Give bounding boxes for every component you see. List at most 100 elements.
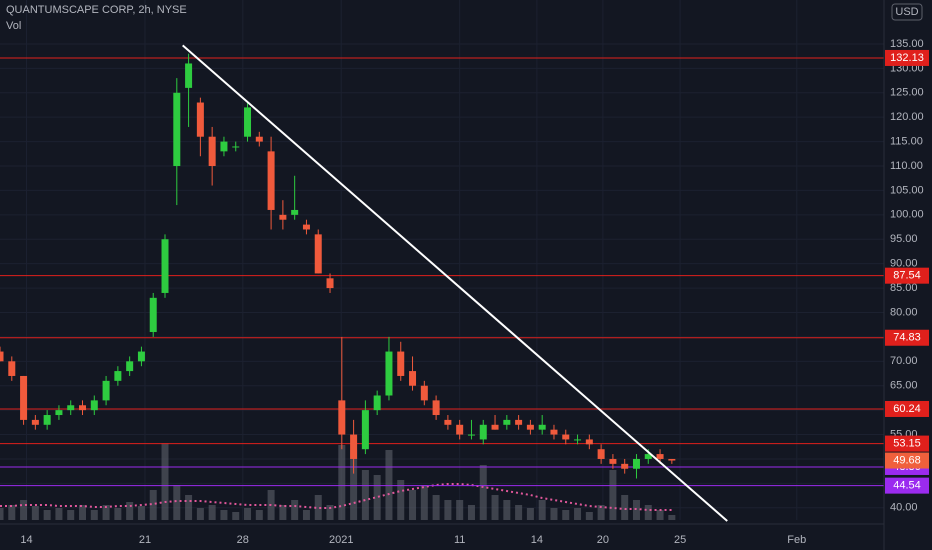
candle-body (538, 424, 546, 430)
candle-body (302, 224, 310, 230)
y-tick-label: 120.00 (890, 111, 924, 123)
currency[interactable]: USD (895, 6, 918, 18)
candle-body (467, 434, 475, 436)
volume-bar (432, 495, 440, 520)
candle-body (244, 107, 252, 137)
candle-body (361, 410, 369, 450)
volume-bar (526, 508, 534, 520)
volume-bar (102, 505, 110, 520)
y-tick-label: 105.00 (890, 184, 924, 196)
volume-bar (196, 508, 204, 520)
candle-body (668, 458, 676, 461)
y-tick-label: 40.00 (890, 502, 918, 514)
candle-body (574, 439, 582, 441)
x-tick-label: 25 (674, 534, 686, 546)
volume-bar (444, 500, 452, 520)
candle-body (102, 380, 110, 401)
volume-bar (55, 508, 63, 520)
candle-body (597, 449, 605, 459)
candle-body (338, 400, 346, 435)
volume-bar (173, 485, 181, 520)
overlay-layer (182, 44, 728, 522)
candle-body (632, 458, 640, 469)
candle-body (279, 214, 287, 220)
y-tick-label: 95.00 (890, 233, 918, 245)
volume-bar (302, 510, 310, 520)
x-tick-label: 28 (237, 534, 249, 546)
level-label-bg (885, 400, 929, 417)
candle-body (373, 395, 381, 411)
candle-body (515, 419, 523, 425)
volume-bar (597, 505, 605, 520)
candle-body (55, 410, 63, 416)
volume-bar (0, 508, 4, 520)
candle-body (79, 405, 87, 411)
last-price-bg (885, 452, 929, 469)
candle-body (267, 151, 275, 210)
candle-body (0, 351, 4, 362)
candle-body (43, 415, 51, 425)
candle-body (149, 297, 157, 333)
candle-body (609, 458, 617, 464)
candle-body (220, 141, 228, 152)
x-tick-label: Feb (787, 534, 806, 546)
y-tick-label: 80.00 (890, 306, 918, 318)
volume-bar (20, 500, 28, 520)
candle-body (31, 419, 39, 425)
volume-bar (31, 506, 39, 520)
volume-bar (538, 500, 546, 520)
candle-body (644, 454, 652, 459)
candle-body (409, 371, 417, 386)
candle-body (479, 424, 487, 440)
candle-body (503, 419, 511, 425)
candle-body (326, 278, 334, 289)
volume-bar (479, 465, 487, 520)
candle-body (562, 434, 570, 440)
volume-bar (409, 490, 417, 520)
volume-bar (550, 508, 558, 520)
grid (0, 0, 884, 520)
volume-bar (43, 510, 51, 520)
level-label: 44.54 (893, 480, 921, 492)
level-label-bg (885, 435, 929, 452)
x-tick-label: 21 (139, 534, 151, 546)
volume-bar (185, 495, 193, 520)
level-label-bg (885, 267, 929, 284)
candle-body (385, 351, 393, 396)
x-tick-label: 20 (597, 534, 609, 546)
level-label-bg (885, 329, 929, 346)
volume-bar (456, 500, 464, 520)
candle-body (255, 136, 263, 142)
level-label: 60.24 (893, 403, 921, 415)
x-tick-label: 11 (454, 534, 465, 546)
volume-bar (8, 505, 16, 520)
candle-body (585, 439, 593, 445)
volume-bar (326, 505, 334, 520)
volume-bar (220, 510, 228, 520)
volume-bar (562, 510, 570, 520)
volume-bar (361, 470, 369, 520)
volume-bar (279, 505, 287, 520)
candle-body (526, 424, 534, 430)
candle-body (20, 375, 28, 420)
level-label: 53.15 (893, 437, 921, 449)
volume-bar (291, 500, 299, 520)
currency-button[interactable] (891, 3, 923, 21)
candle-body (173, 92, 181, 167)
chart-title: QUANTUMSCAPE CORP, 2h, NYSE (6, 4, 187, 16)
volume-bar (420, 485, 428, 520)
y-tick-label: 110.00 (890, 160, 923, 172)
volume-bar (149, 490, 157, 520)
trend-line (182, 44, 728, 522)
volume-bar (385, 450, 393, 520)
volume-bar (79, 505, 87, 520)
y-tick-label: 85.00 (890, 282, 918, 294)
volume-bar (90, 510, 98, 520)
candle-body (232, 146, 240, 148)
y-tick-label: 135.00 (890, 38, 924, 50)
y-tick-label: 115.00 (890, 136, 923, 148)
volume-bar (644, 505, 652, 520)
volume-bar (373, 475, 381, 520)
volume-bar (668, 515, 676, 520)
